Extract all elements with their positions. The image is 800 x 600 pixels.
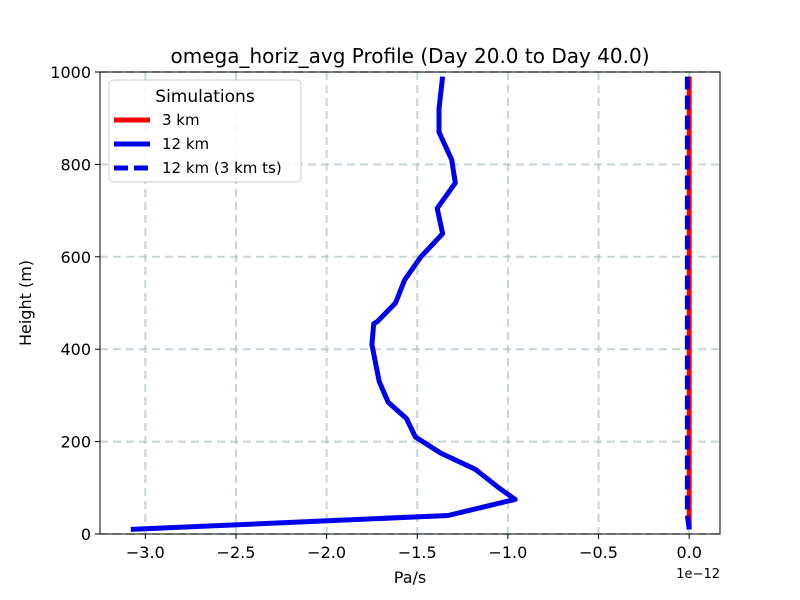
chart-title: omega_horiz_avg Profile (Day 20.0 to Day…: [170, 44, 649, 68]
legend-title: Simulations: [155, 87, 255, 107]
series-layer: [130, 76, 692, 532]
series-12km-3kmts-line: [684, 76, 692, 530]
x-tick-label: −2.5: [217, 543, 256, 562]
series-12km-line: [130, 76, 518, 532]
legend-box: [108, 79, 302, 183]
y-axis-label: Height (m): [16, 260, 35, 346]
y-tick-label: 600: [60, 248, 91, 267]
y-tick-label: 800: [60, 155, 91, 174]
x-tick-label: −0.5: [579, 543, 618, 562]
legend-label-12km-3kmts: 12 km (3 km ts): [162, 159, 282, 177]
x-axis-label: Pa/s: [394, 568, 426, 587]
y-axis: 0 200 400 600 800 1000: [50, 63, 100, 544]
x-tick-label: −3.0: [126, 543, 165, 562]
y-tick-label: 1000: [50, 63, 91, 82]
y-tick-label: 400: [60, 340, 91, 359]
plot-frame: [99, 71, 721, 535]
y-tick-label: 200: [60, 433, 91, 452]
legend-label-12km: 12 km: [162, 135, 209, 153]
x-tick-label: −1.5: [398, 543, 437, 562]
legend: Simulations 3 km 12 km 12 km (3 km ts): [108, 79, 302, 183]
x-tick-label: −1.0: [488, 543, 527, 562]
legend-label-3km: 3 km: [162, 111, 200, 129]
y-tick-label: 0: [81, 525, 91, 544]
x-tick-label: 0.0: [676, 543, 701, 562]
x-tick-label: −2.0: [307, 543, 346, 562]
x-axis: −3.0 −2.5 −2.0 −1.5 −1.0 −0.5 0.0: [126, 534, 702, 562]
x-offset-label: 1e−12: [676, 567, 720, 582]
